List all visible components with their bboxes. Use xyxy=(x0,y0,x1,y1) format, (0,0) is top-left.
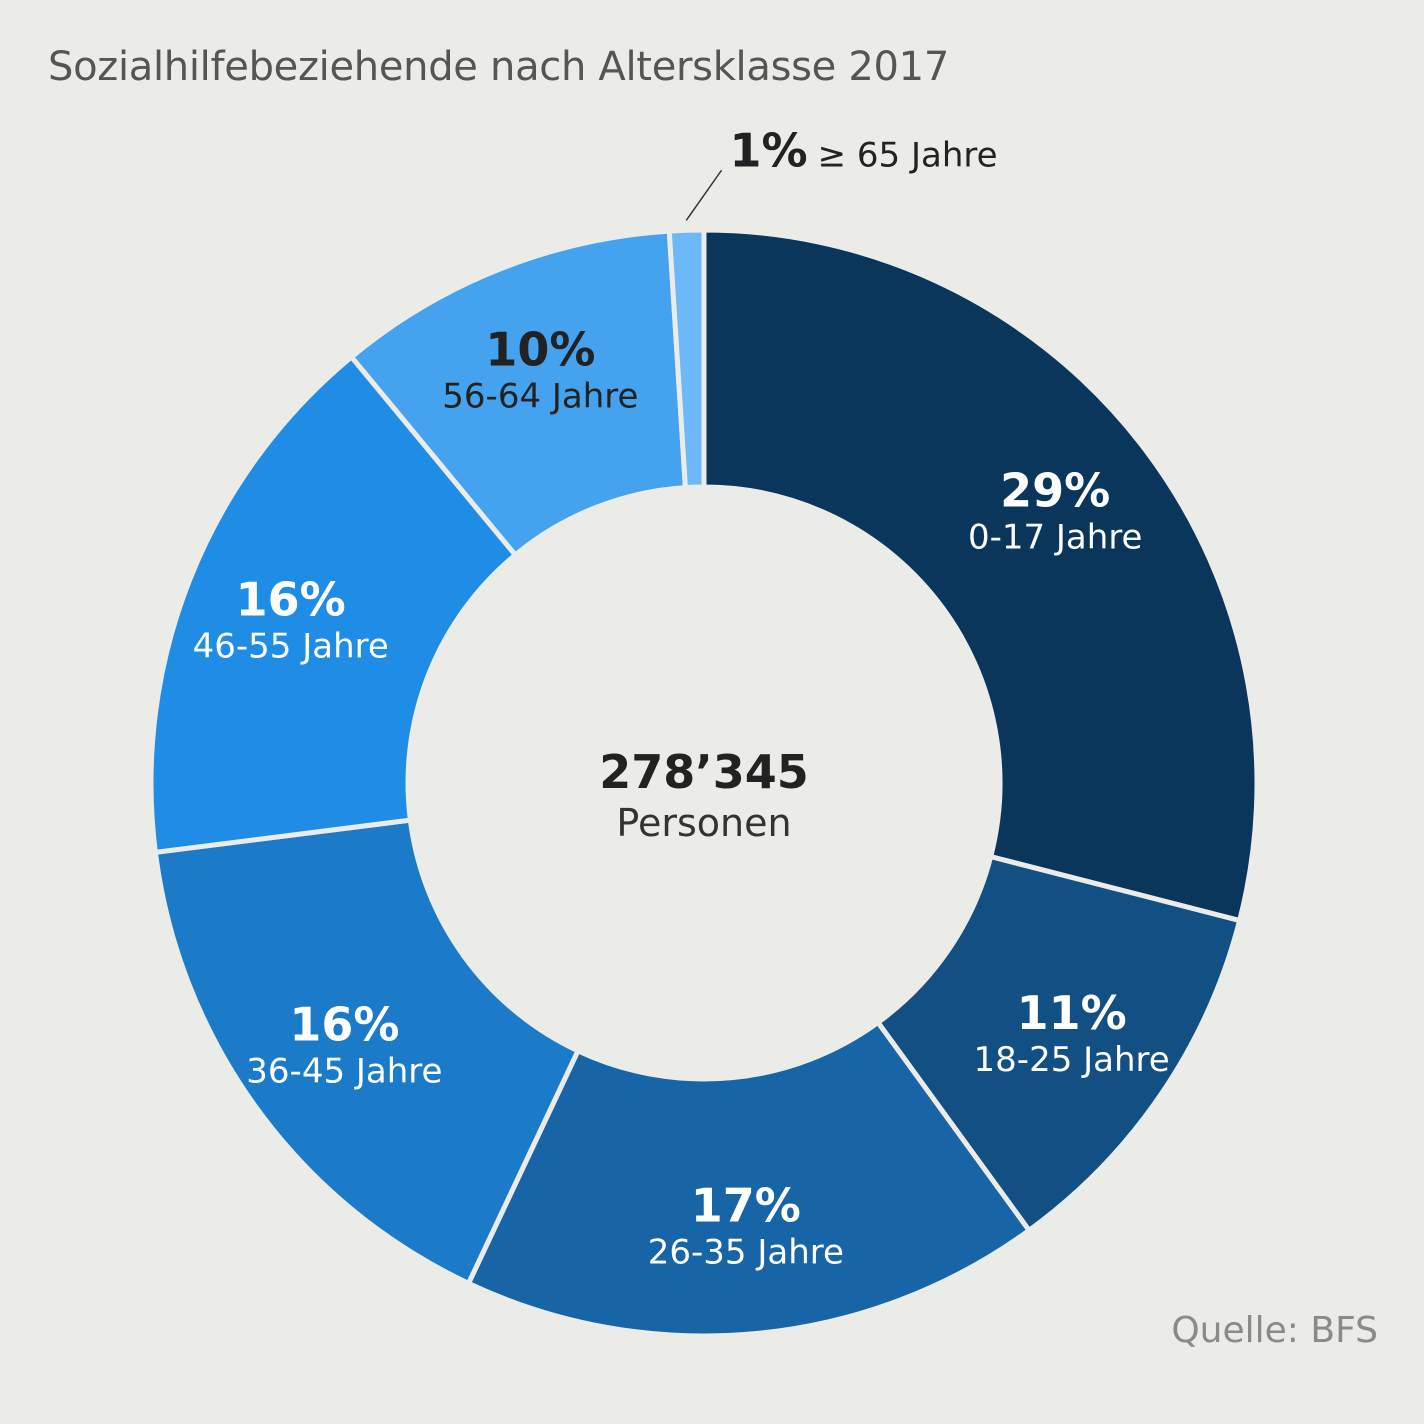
slice-6 xyxy=(347,228,689,559)
slice-1 xyxy=(701,227,1260,924)
slice-4 xyxy=(152,817,582,1287)
slice-pct-3: 17% xyxy=(691,1179,801,1233)
slice-3 xyxy=(465,1018,1033,1339)
slice-2 xyxy=(874,853,1243,1234)
slice-age-1: 0-17 Jahre xyxy=(968,518,1143,558)
slice-age-5: 46-55 Jahre xyxy=(193,626,389,666)
source-note: Quelle: BFS xyxy=(1171,1310,1378,1351)
center-total-unit: Personen xyxy=(616,801,791,845)
slice-pct-2: 11% xyxy=(1017,986,1127,1040)
slices-group xyxy=(148,227,1260,1339)
slice-pct-6: 10% xyxy=(485,323,595,377)
chart-title: Sozialhilfebeziehende nach Altersklasse … xyxy=(48,44,949,90)
slice-5 xyxy=(148,353,519,856)
leader-line-7 xyxy=(685,169,723,221)
slice-age-6: 56-64 Jahre xyxy=(442,377,638,417)
slice-age-3: 26-35 Jahre xyxy=(648,1233,844,1273)
slice-age-4: 36-45 Jahre xyxy=(246,1051,442,1091)
slice-age-2: 18-25 Jahre xyxy=(974,1040,1170,1080)
slice-7 xyxy=(666,227,707,491)
slice-pct-5: 16% xyxy=(236,572,346,626)
slice-pct-4: 16% xyxy=(289,997,399,1051)
slice-pct-7: 1% xyxy=(730,123,808,177)
slice-label-7: 1% ≥ 65 Jahre xyxy=(730,123,998,177)
labels-group: 29%0-17 Jahre 11%18-25 Jahre 17%26-35 Jahr… xyxy=(193,123,1170,1272)
slice-pct-1: 29% xyxy=(1000,464,1110,518)
slice-age-7: ≥ 65 Jahre xyxy=(818,135,998,175)
center-total-value: 278’345 xyxy=(599,745,809,799)
